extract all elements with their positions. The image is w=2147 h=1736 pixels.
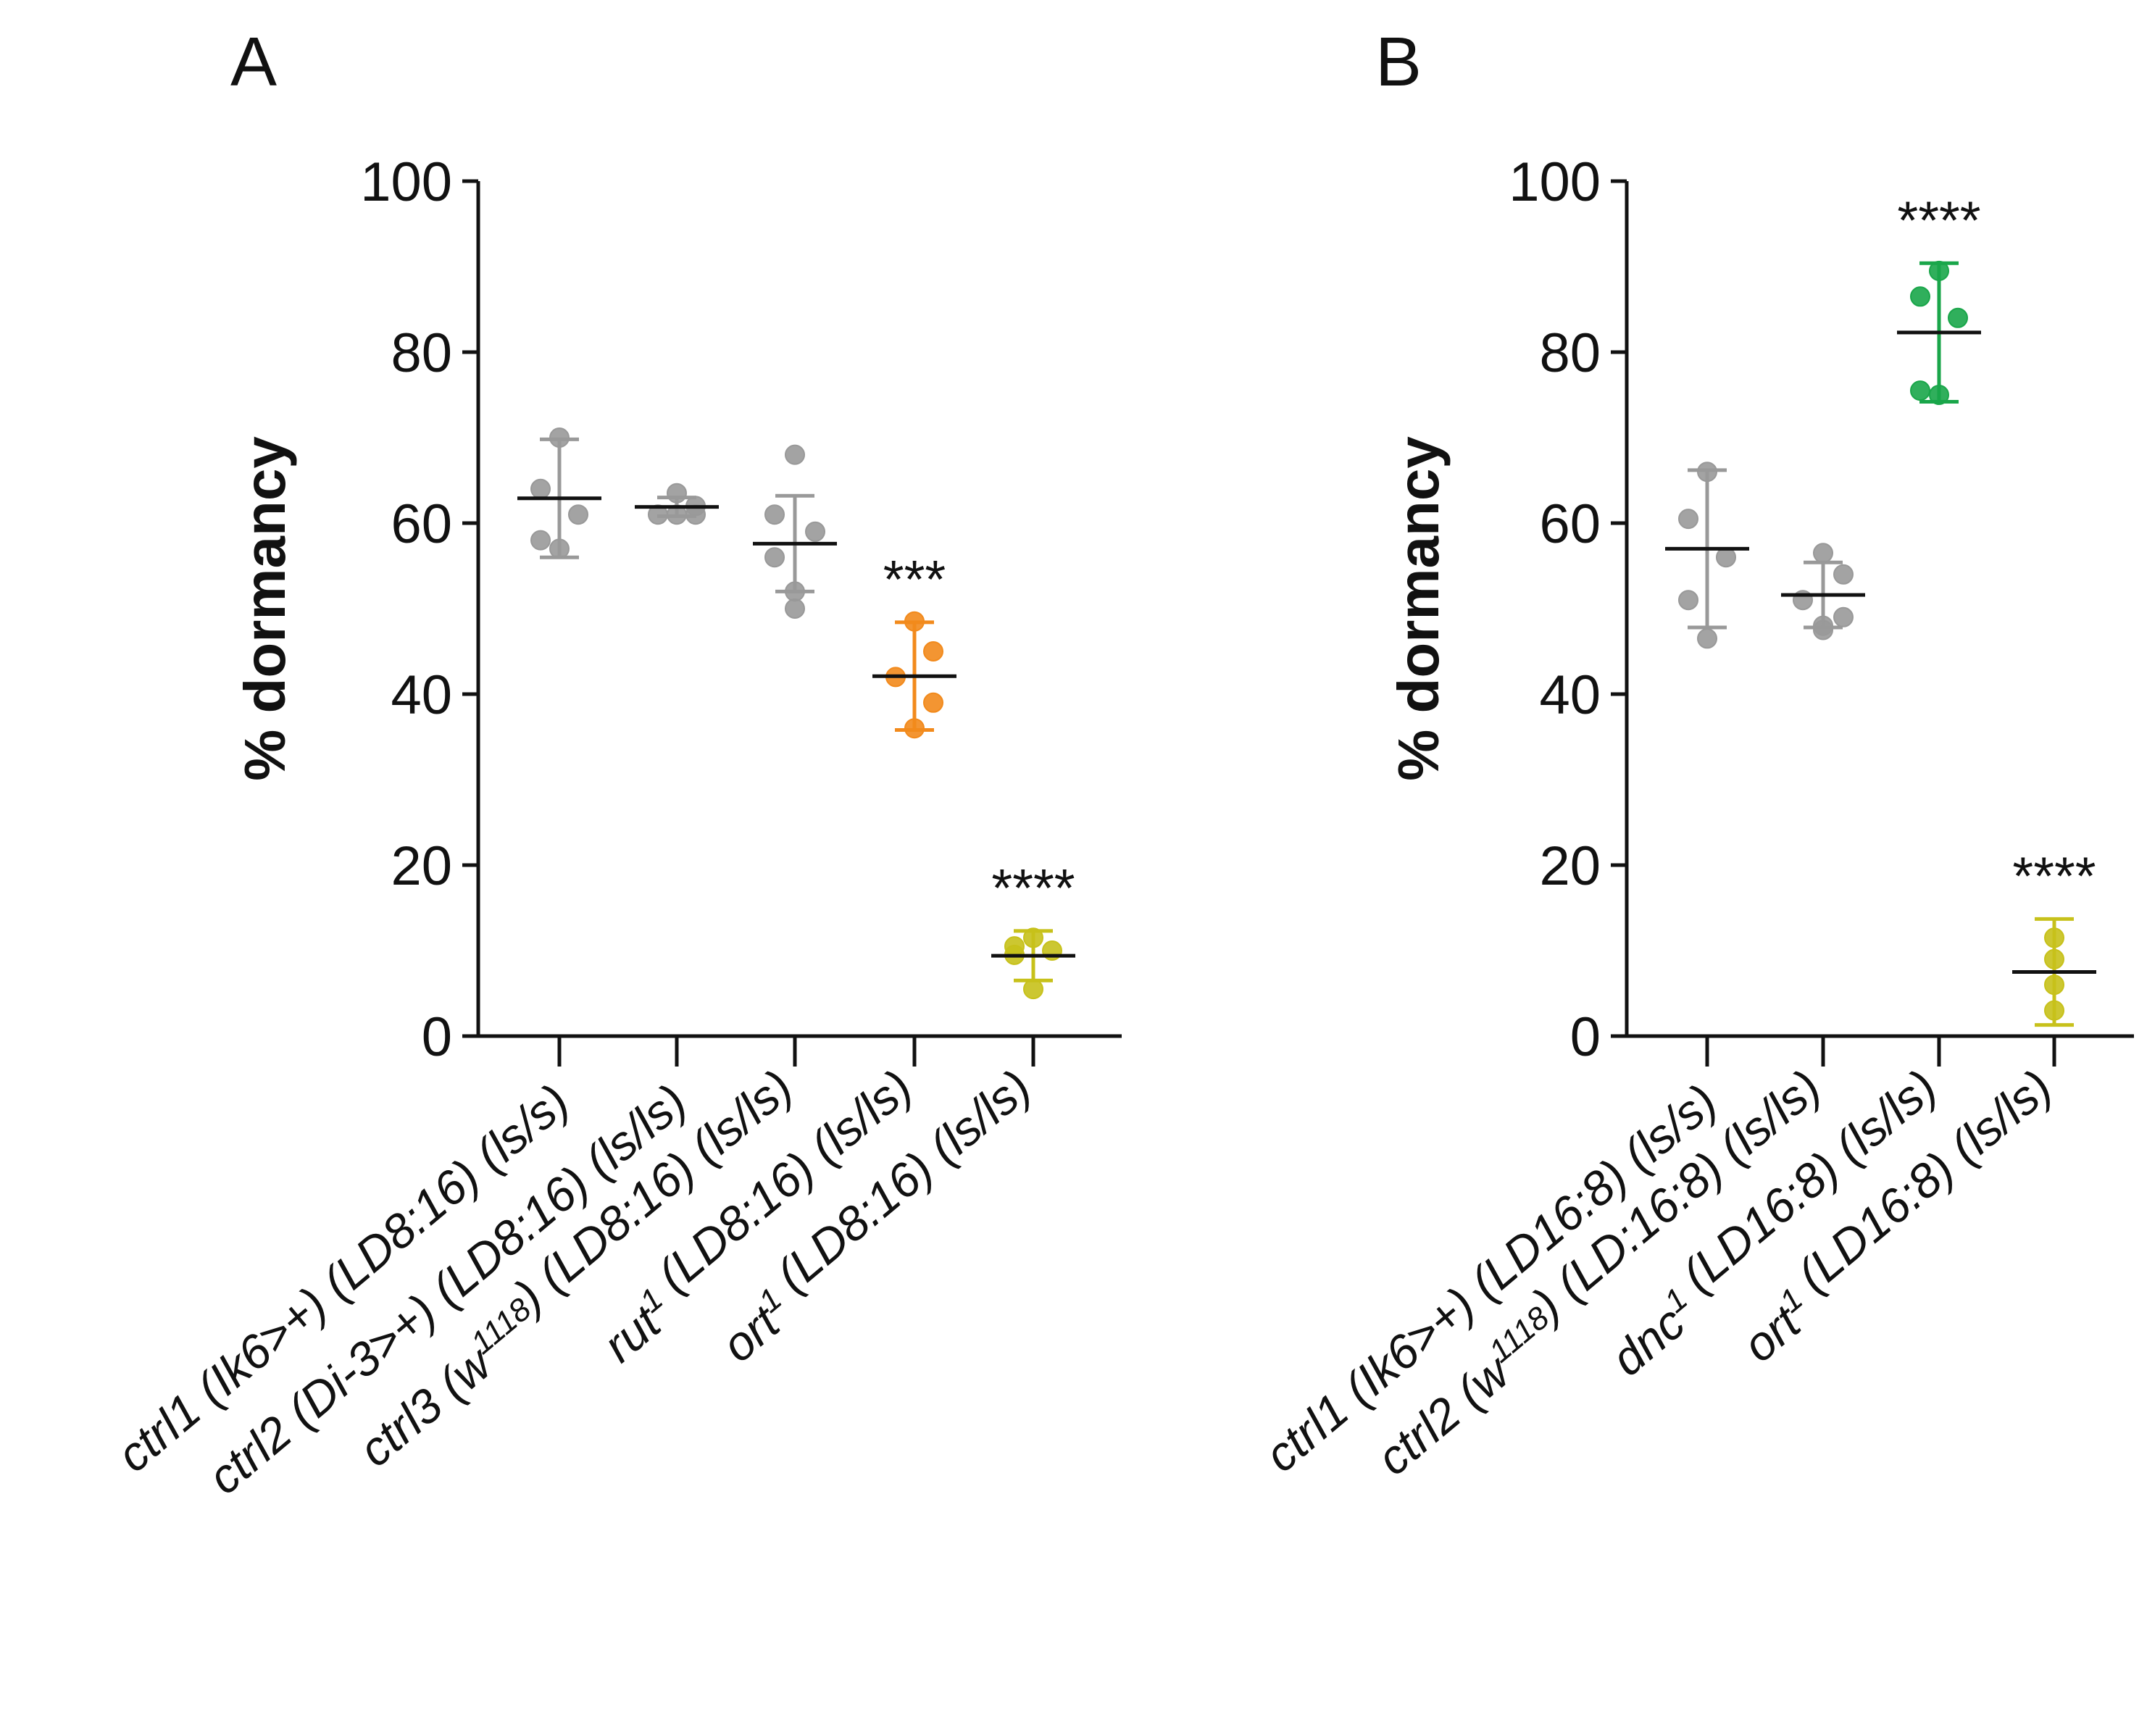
data-point [2044, 1000, 2064, 1021]
data-point [764, 547, 785, 568]
y-tick-label: 80 [391, 322, 452, 384]
data-point [1929, 260, 1949, 281]
data-point [1910, 380, 1930, 401]
panel-letter: B [1375, 23, 1422, 101]
data-point [2044, 927, 2064, 948]
data-point [1833, 606, 1854, 627]
data-point [923, 641, 943, 662]
data-point [1697, 628, 1717, 649]
significance-stars: *** [883, 549, 946, 609]
significance-stars: **** [1897, 190, 1980, 250]
data-point [764, 504, 785, 525]
y-axis-title: % dormancy [1386, 436, 1451, 781]
data-point [549, 538, 570, 559]
data-point [785, 444, 805, 465]
data-point [549, 427, 570, 448]
data-point [1833, 564, 1854, 585]
y-tick-label: 20 [1539, 835, 1601, 897]
data-point [530, 478, 551, 499]
data-point [1697, 462, 1717, 483]
data-point [2044, 948, 2064, 969]
y-tick-label: 100 [1509, 151, 1601, 213]
data-point [904, 718, 925, 739]
significance-stars: **** [991, 858, 1075, 918]
data-point [1929, 385, 1949, 405]
y-tick-label: 0 [1570, 1006, 1601, 1068]
data-point [1678, 590, 1698, 611]
data-point [1910, 286, 1930, 307]
data-point [785, 598, 805, 619]
data-point [2044, 975, 2064, 996]
significance-stars: **** [2012, 846, 2096, 906]
data-point [568, 504, 588, 525]
data-point [1023, 927, 1043, 948]
data-point [1813, 619, 1833, 640]
data-point [1678, 509, 1698, 530]
y-tick-label: 60 [391, 493, 452, 555]
data-point [1023, 979, 1043, 1000]
data-point [1948, 307, 1968, 328]
y-tick-label: 100 [360, 151, 452, 213]
data-point [1716, 547, 1736, 568]
data-point [785, 581, 805, 602]
data-point [667, 483, 687, 504]
y-axis-title: % dormancy [233, 436, 297, 781]
y-tick-label: 40 [1539, 664, 1601, 726]
y-tick-label: 20 [391, 835, 452, 897]
y-tick-label: 0 [422, 1006, 452, 1068]
y-tick-label: 80 [1539, 322, 1601, 384]
y-tick-label: 40 [391, 664, 452, 726]
data-point [923, 692, 943, 713]
data-point [904, 611, 925, 632]
data-point [1813, 543, 1833, 564]
data-point [530, 530, 551, 551]
data-point [805, 521, 825, 542]
y-tick-label: 60 [1539, 493, 1601, 555]
panel-letter: A [230, 23, 277, 101]
